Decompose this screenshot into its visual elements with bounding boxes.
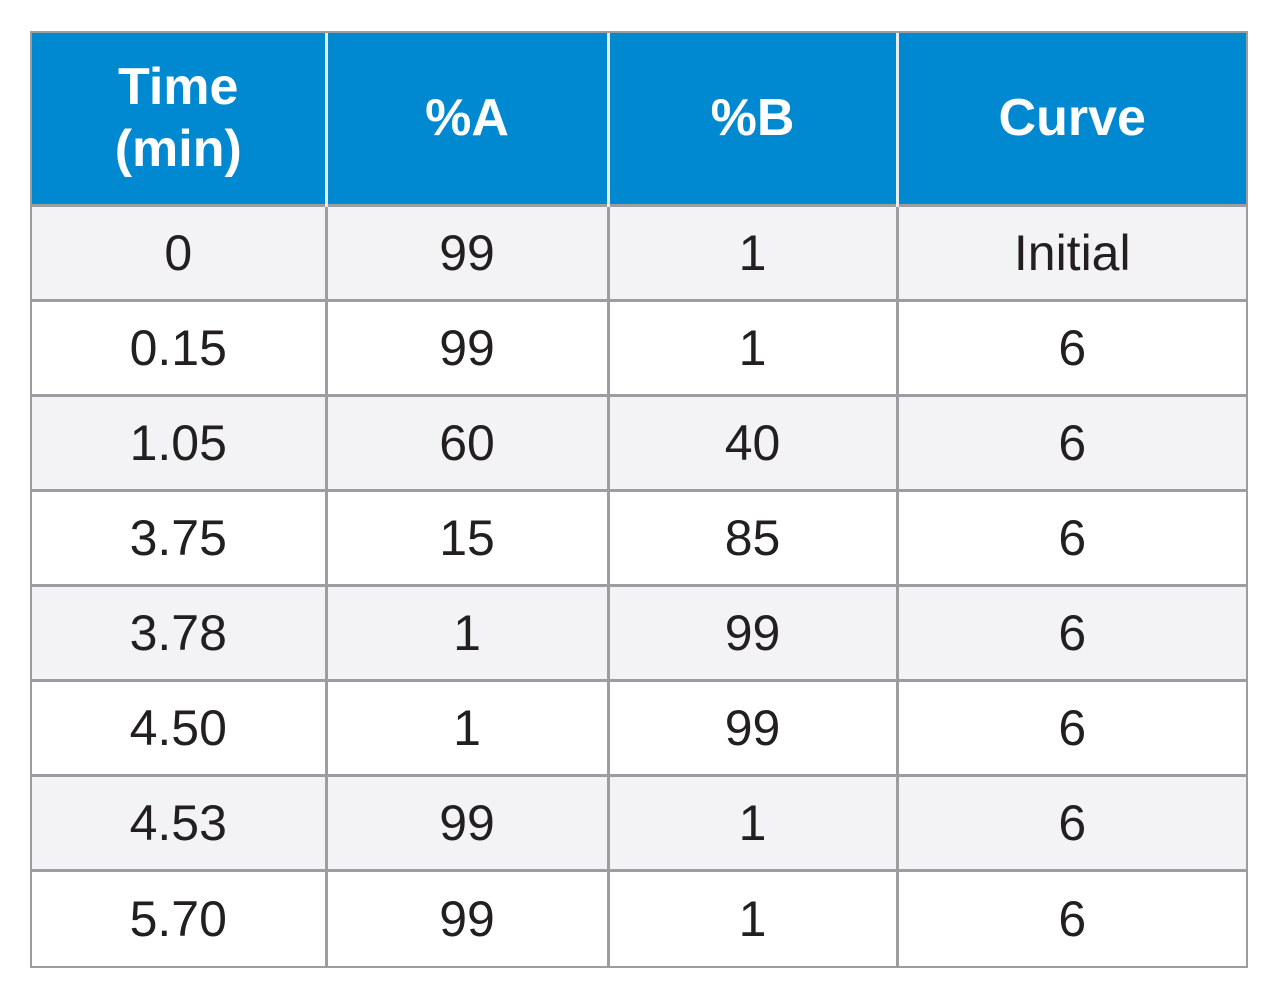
cell-percent-b: 1 <box>606 774 899 873</box>
cell-percent-b: 1 <box>606 203 899 302</box>
cell-percent-a: 1 <box>324 679 610 778</box>
cell-percent-a: 15 <box>324 488 610 588</box>
header-percent-b: %B <box>606 33 899 205</box>
cell-percent-b: 1 <box>606 869 899 966</box>
table-row: 3.78 1 99 6 <box>32 583 1246 683</box>
cell-percent-b: 40 <box>606 393 899 492</box>
header-curve-label: Curve <box>998 89 1146 148</box>
cell-time: 0 <box>32 203 328 302</box>
header-curve: Curve <box>895 33 1246 205</box>
table-row: 5.70 99 1 6 <box>32 869 1246 966</box>
cell-time: 4.53 <box>32 774 328 873</box>
cell-percent-a: 99 <box>324 774 610 873</box>
cell-time: 5.70 <box>32 869 328 966</box>
header-time-unit: (min) <box>114 120 242 179</box>
header-time: Time (min) <box>32 33 328 205</box>
cell-curve: 6 <box>895 298 1246 397</box>
cell-percent-a: 60 <box>324 393 610 492</box>
cell-curve: 6 <box>895 679 1246 778</box>
cell-percent-b: 1 <box>606 298 899 397</box>
cell-time: 0.15 <box>32 298 328 397</box>
header-time-label: Time <box>118 58 239 117</box>
gradient-table: Time (min) %A %B Curve 0 99 1 Initial <box>32 33 1246 966</box>
gradient-table-container: Time (min) %A %B Curve 0 99 1 Initial <box>30 31 1248 968</box>
table-row: 4.50 1 99 6 <box>32 679 1246 778</box>
cell-time: 3.75 <box>32 488 328 588</box>
cell-percent-b: 85 <box>606 488 899 588</box>
table-row: 0.15 99 1 6 <box>32 298 1246 397</box>
cell-curve: Initial <box>895 203 1246 302</box>
table-row: 0 99 1 Initial <box>32 203 1246 302</box>
header-percent-a-label: %A <box>425 89 509 148</box>
cell-curve: 6 <box>895 488 1246 588</box>
cell-time: 3.78 <box>32 583 328 683</box>
table-header-row: Time (min) %A %B Curve <box>32 33 1246 205</box>
cell-percent-b: 99 <box>606 679 899 778</box>
cell-time: 4.50 <box>32 679 328 778</box>
cell-curve: 6 <box>895 393 1246 492</box>
table-row: 4.53 99 1 6 <box>32 774 1246 873</box>
table-row: 3.75 15 85 6 <box>32 488 1246 588</box>
cell-time: 1.05 <box>32 393 328 492</box>
cell-curve: 6 <box>895 583 1246 683</box>
cell-percent-a: 1 <box>324 583 610 683</box>
header-percent-b-label: %B <box>710 89 795 148</box>
cell-percent-a: 99 <box>324 869 610 966</box>
cell-percent-a: 99 <box>324 298 610 397</box>
table-row: 1.05 60 40 6 <box>32 393 1246 492</box>
cell-curve: 6 <box>895 869 1246 966</box>
cell-percent-a: 99 <box>324 203 610 302</box>
header-percent-a: %A <box>324 33 610 205</box>
cell-curve: 6 <box>895 774 1246 873</box>
cell-percent-b: 99 <box>606 583 899 683</box>
